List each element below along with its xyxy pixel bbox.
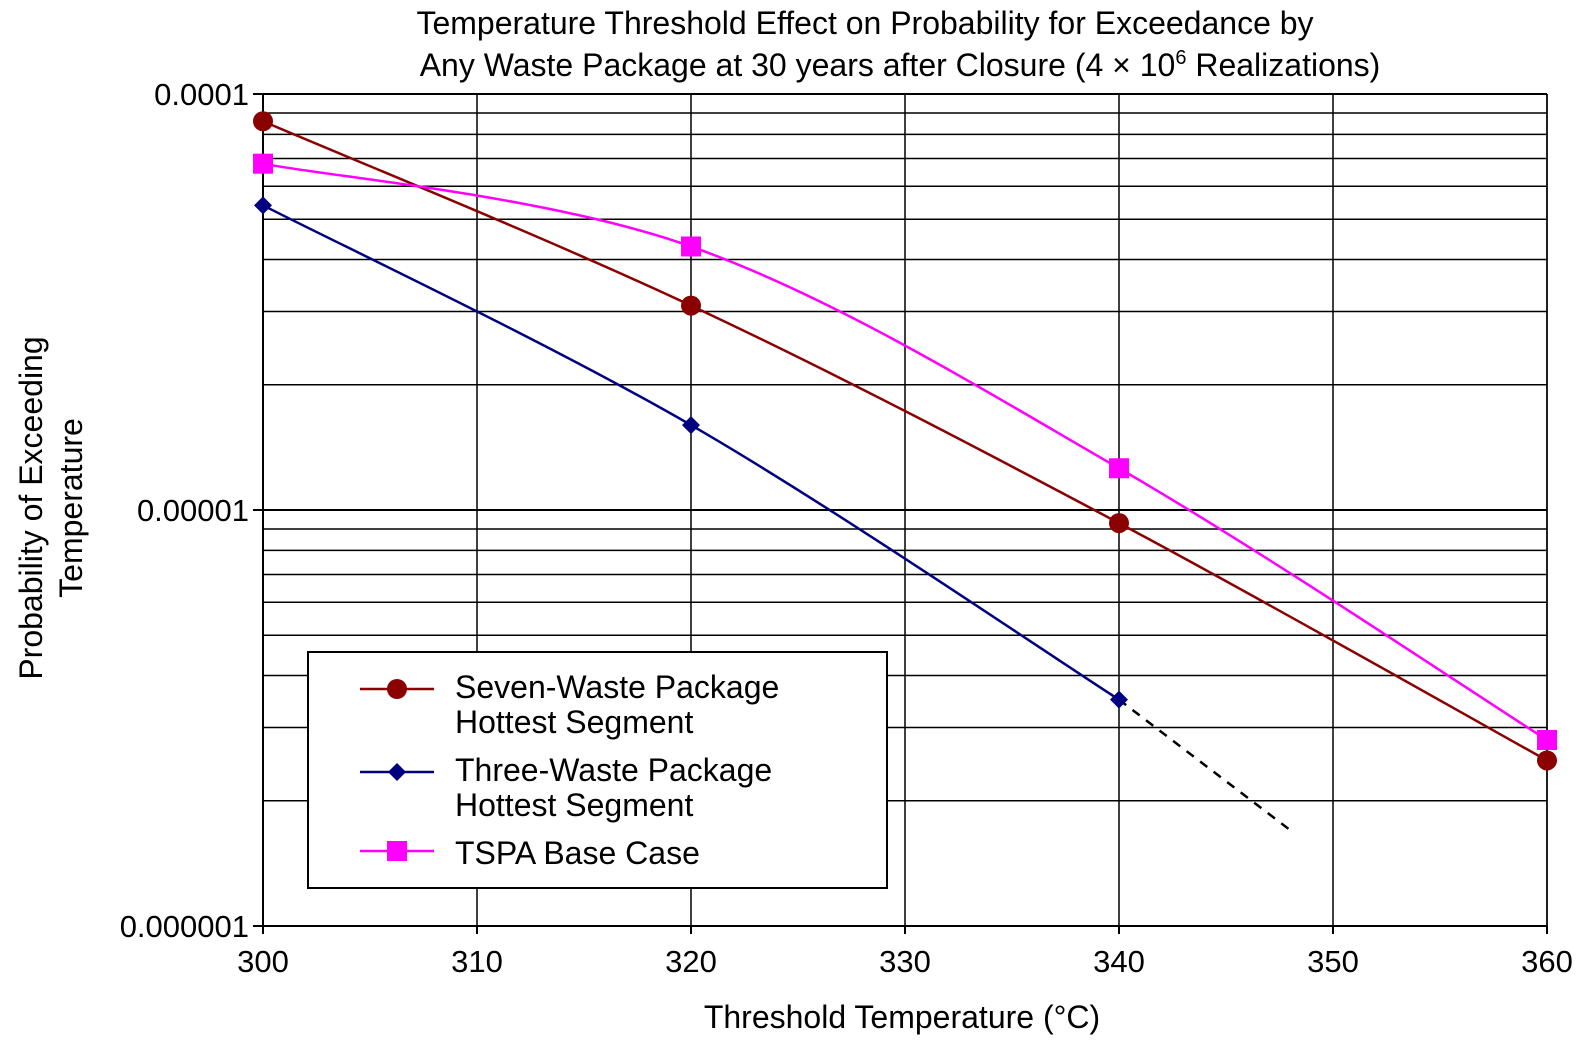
data-point-1-2 xyxy=(1110,690,1128,709)
series-line-0 xyxy=(262,120,1548,762)
data-point-0-2 xyxy=(1109,513,1129,534)
data-point-2-0 xyxy=(253,153,273,174)
legend-marker-2 xyxy=(387,841,407,861)
data-point-2-1 xyxy=(681,236,701,257)
x-tick-label: 360 xyxy=(1521,944,1573,979)
chart-title-line-2-main: Any Waste Package at 30 years after Clos… xyxy=(420,47,1176,83)
y-tick-label: 0.0001 xyxy=(154,77,249,112)
legend: Seven-Waste Package Hottest Segment Thre… xyxy=(307,651,888,889)
x-tick-label: 310 xyxy=(451,944,503,979)
legend-label-tspa: TSPA Base Case xyxy=(455,835,700,871)
chart-title-line-2-end: Realizations) xyxy=(1186,47,1380,83)
legend-label-seven-line-2: Hottest Segment xyxy=(455,704,693,740)
y-axis-label-group: Probability of Exceeding Temperature xyxy=(13,336,89,679)
legend-label-three-line-2: Hottest Segment xyxy=(455,787,693,823)
legend-label-three-line-1: Three-Waste Package xyxy=(455,752,772,788)
x-axis-label: Threshold Temperature (°C) xyxy=(704,999,1100,1035)
y-tick-label: 0.000001 xyxy=(120,909,249,944)
axis-layer: 300 310 320 330 340 350 360 0.0001 0.00001 0.0000… xyxy=(120,77,1573,979)
y-axis-label-line-2: Temperature xyxy=(53,418,89,598)
data-point-2-3 xyxy=(1537,729,1557,750)
legend-marker-0 xyxy=(387,679,407,699)
legend-label-seven-line-1: Seven-Waste Package xyxy=(455,669,779,705)
grid-layer xyxy=(262,93,1548,927)
chart-title-line-2: Any Waste Package at 30 years after Clos… xyxy=(420,47,1381,83)
data-point-0-0 xyxy=(253,111,273,132)
series-layer xyxy=(253,111,1557,832)
data-point-1-1 xyxy=(682,416,700,435)
x-tick-label: 340 xyxy=(1093,944,1145,979)
chart-title-line-1: Temperature Threshold Effect on Probabil… xyxy=(416,5,1313,41)
legend-marker-1 xyxy=(388,763,406,781)
legend-markers xyxy=(360,679,434,861)
data-point-0-1 xyxy=(681,295,701,316)
x-tick-label: 300 xyxy=(237,944,289,979)
series-0 xyxy=(253,111,1557,771)
data-point-2-2 xyxy=(1109,458,1129,479)
chart-title-exponent: 6 xyxy=(1175,47,1186,69)
x-tick-label: 330 xyxy=(879,944,931,979)
data-point-1-0 xyxy=(254,196,272,215)
series-line-2 xyxy=(262,162,1548,742)
series-1 xyxy=(254,196,1291,832)
x-tick-label: 350 xyxy=(1307,944,1359,979)
y-axis-label-line-1: Probability of Exceeding xyxy=(13,336,49,679)
y-tick-label: 0.00001 xyxy=(137,493,249,528)
x-tick-label: 320 xyxy=(665,944,717,979)
data-point-0-3 xyxy=(1537,750,1557,771)
series-extrapolation-1 xyxy=(1118,698,1291,832)
series-2 xyxy=(253,153,1557,750)
